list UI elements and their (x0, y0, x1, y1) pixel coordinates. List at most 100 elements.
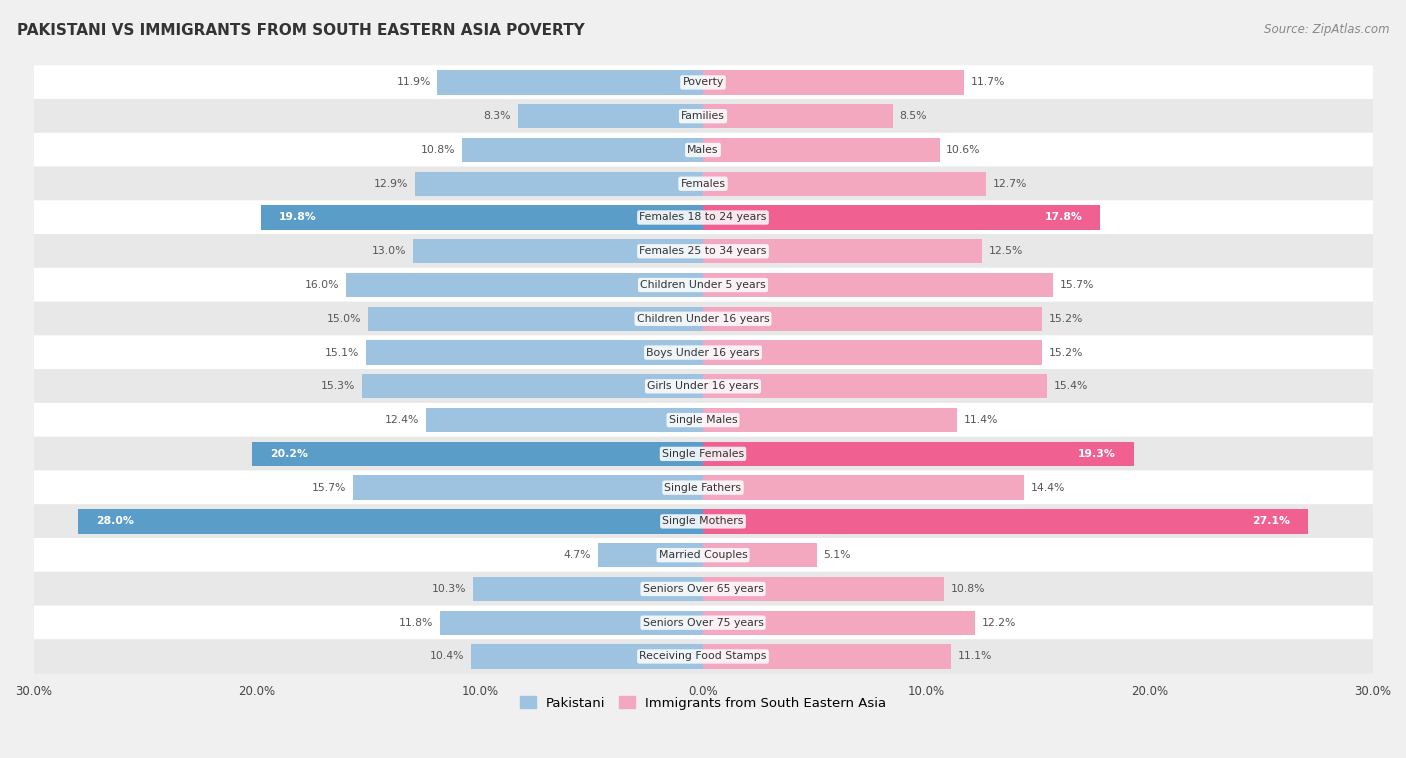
FancyBboxPatch shape (0, 538, 1406, 572)
Bar (703, 408, 957, 432)
FancyBboxPatch shape (0, 437, 1406, 471)
Bar (437, 70, 703, 95)
FancyBboxPatch shape (0, 639, 1406, 674)
Bar (703, 273, 1053, 297)
Text: Seniors Over 65 years: Seniors Over 65 years (643, 584, 763, 594)
Text: 10.8%: 10.8% (420, 145, 456, 155)
Text: Boys Under 16 years: Boys Under 16 years (647, 348, 759, 358)
FancyBboxPatch shape (0, 302, 1406, 336)
Text: 8.3%: 8.3% (484, 111, 510, 121)
Text: Males: Males (688, 145, 718, 155)
Text: 12.4%: 12.4% (385, 415, 419, 425)
Bar (703, 205, 1101, 230)
Bar (353, 475, 703, 500)
Text: 20.2%: 20.2% (270, 449, 308, 459)
Text: 11.9%: 11.9% (396, 77, 430, 87)
Bar (703, 104, 893, 128)
Bar (703, 239, 981, 264)
FancyBboxPatch shape (0, 234, 1406, 268)
Text: 5.1%: 5.1% (824, 550, 851, 560)
Text: Receiving Food Stamps: Receiving Food Stamps (640, 651, 766, 662)
Bar (703, 509, 1308, 534)
Bar (346, 273, 703, 297)
FancyBboxPatch shape (0, 335, 1406, 370)
Bar (440, 610, 703, 635)
Bar (517, 104, 703, 128)
Text: Seniors Over 75 years: Seniors Over 75 years (643, 618, 763, 628)
Bar (703, 442, 1133, 466)
Text: 17.8%: 17.8% (1045, 212, 1083, 223)
FancyBboxPatch shape (0, 200, 1406, 235)
Bar (361, 374, 703, 399)
FancyBboxPatch shape (0, 65, 1406, 99)
Text: 15.0%: 15.0% (328, 314, 361, 324)
Text: 15.7%: 15.7% (312, 483, 346, 493)
Text: Families: Families (681, 111, 725, 121)
Text: 11.7%: 11.7% (970, 77, 1005, 87)
Text: 27.1%: 27.1% (1251, 516, 1289, 526)
Bar (413, 239, 703, 264)
Text: 12.2%: 12.2% (981, 618, 1017, 628)
Bar (703, 644, 950, 669)
Text: 15.7%: 15.7% (1060, 280, 1094, 290)
Text: Single Fathers: Single Fathers (665, 483, 741, 493)
Text: Source: ZipAtlas.com: Source: ZipAtlas.com (1264, 23, 1389, 36)
Text: 11.1%: 11.1% (957, 651, 991, 662)
Bar (426, 408, 703, 432)
Text: 10.8%: 10.8% (950, 584, 986, 594)
FancyBboxPatch shape (0, 99, 1406, 133)
Bar (368, 307, 703, 331)
Text: PAKISTANI VS IMMIGRANTS FROM SOUTH EASTERN ASIA POVERTY: PAKISTANI VS IMMIGRANTS FROM SOUTH EASTE… (17, 23, 585, 38)
FancyBboxPatch shape (0, 471, 1406, 505)
Text: 13.0%: 13.0% (371, 246, 406, 256)
FancyBboxPatch shape (0, 369, 1406, 403)
Text: Children Under 5 years: Children Under 5 years (640, 280, 766, 290)
FancyBboxPatch shape (0, 403, 1406, 437)
Bar (366, 340, 703, 365)
Bar (703, 475, 1025, 500)
Bar (703, 138, 939, 162)
Text: 10.3%: 10.3% (432, 584, 467, 594)
FancyBboxPatch shape (0, 504, 1406, 539)
Bar (252, 442, 703, 466)
Text: Females 18 to 24 years: Females 18 to 24 years (640, 212, 766, 223)
Text: 12.7%: 12.7% (993, 179, 1028, 189)
Bar (703, 307, 1042, 331)
Text: Females 25 to 34 years: Females 25 to 34 years (640, 246, 766, 256)
FancyBboxPatch shape (0, 268, 1406, 302)
Text: 19.8%: 19.8% (278, 212, 316, 223)
FancyBboxPatch shape (0, 167, 1406, 201)
Text: 12.9%: 12.9% (374, 179, 408, 189)
Bar (703, 577, 943, 601)
Text: 15.1%: 15.1% (325, 348, 360, 358)
Text: Children Under 16 years: Children Under 16 years (637, 314, 769, 324)
Text: 10.6%: 10.6% (946, 145, 981, 155)
Text: 28.0%: 28.0% (96, 516, 134, 526)
Text: 15.3%: 15.3% (321, 381, 354, 391)
FancyBboxPatch shape (0, 606, 1406, 640)
Text: 4.7%: 4.7% (564, 550, 592, 560)
Bar (262, 205, 703, 230)
Bar (703, 171, 987, 196)
Text: 16.0%: 16.0% (305, 280, 339, 290)
Text: Married Couples: Married Couples (658, 550, 748, 560)
Bar (703, 374, 1046, 399)
Bar (463, 138, 703, 162)
Text: 19.3%: 19.3% (1078, 449, 1116, 459)
Bar (703, 340, 1042, 365)
Text: Single Mothers: Single Mothers (662, 516, 744, 526)
Text: 11.4%: 11.4% (965, 415, 998, 425)
Bar (415, 171, 703, 196)
Bar (471, 644, 703, 669)
Bar (703, 543, 817, 567)
Legend: Pakistani, Immigrants from South Eastern Asia: Pakistani, Immigrants from South Eastern… (515, 691, 891, 715)
FancyBboxPatch shape (0, 133, 1406, 168)
Bar (598, 543, 703, 567)
Bar (703, 70, 965, 95)
Text: 15.4%: 15.4% (1053, 381, 1088, 391)
Bar (474, 577, 703, 601)
Bar (703, 610, 976, 635)
Text: Females: Females (681, 179, 725, 189)
FancyBboxPatch shape (0, 572, 1406, 606)
Bar (79, 509, 703, 534)
